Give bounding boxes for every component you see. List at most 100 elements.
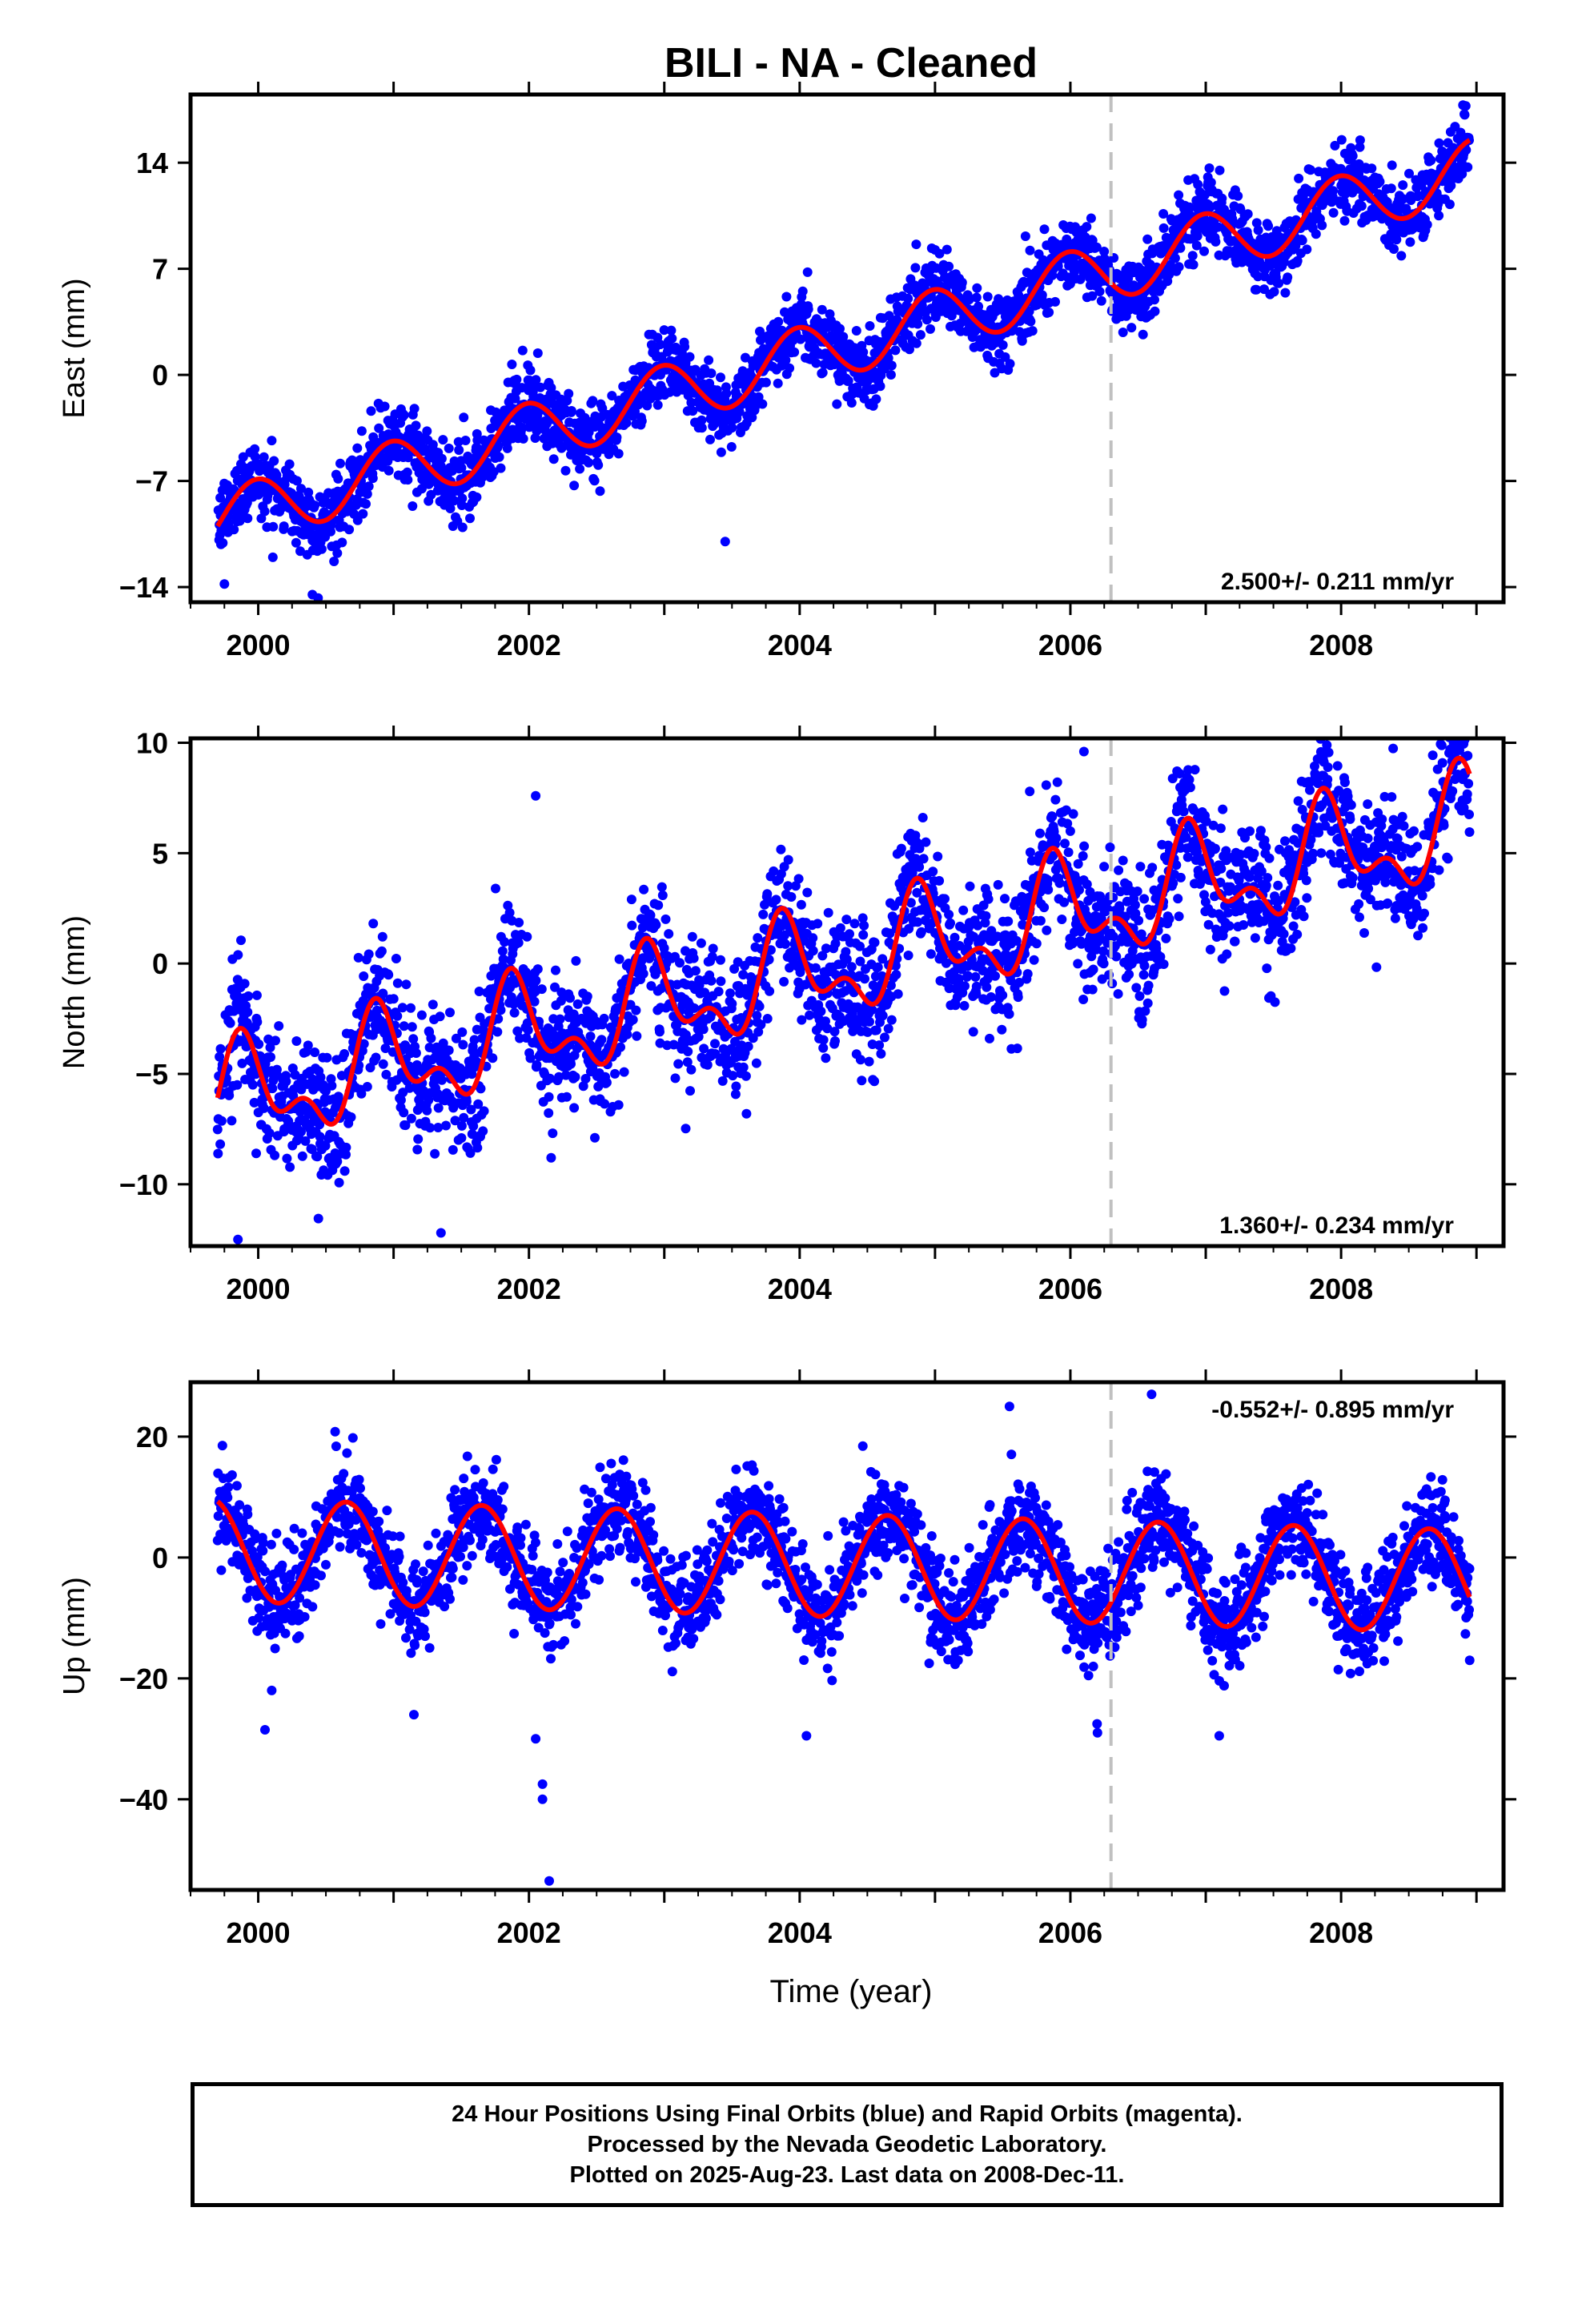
data-point [215,493,226,503]
data-point [661,914,671,924]
data-point [1138,329,1148,340]
data-point [251,990,262,1000]
data-point [779,976,789,987]
data-point [993,879,1003,890]
data-point [507,360,517,369]
data-point [265,1043,275,1052]
data-point [1444,199,1455,210]
data-point [680,342,690,352]
data-point [457,522,468,533]
data-point [1022,969,1033,979]
data-point [928,866,938,877]
data-point [243,991,254,1001]
data-point [1174,911,1184,922]
data-point [810,963,821,973]
data-point [1398,194,1408,204]
data-point [332,548,343,558]
data-point [832,399,842,409]
data-point [500,937,510,947]
data-point [965,881,975,891]
data-point [352,515,363,525]
data-point [970,971,981,982]
data-point [564,388,574,399]
data-point [1142,998,1153,1008]
data-point [622,1029,632,1039]
data-point [636,416,647,426]
data-point [548,454,559,464]
data-point [1091,242,1102,252]
data-point [400,1120,411,1131]
data-point [1204,163,1215,173]
data-point [368,919,379,929]
data-point [316,544,327,554]
data-point [517,423,528,432]
data-point [741,1108,752,1119]
data-point [1118,328,1128,337]
data-point [1328,186,1339,196]
data-point [376,946,387,956]
data-point [584,457,594,468]
data-point [706,975,717,986]
data-point [1460,110,1470,120]
data-point [760,899,769,910]
data-point [232,1080,243,1090]
data-point [359,971,369,981]
data-point [1391,235,1402,245]
data-point [707,951,717,962]
data-point [1047,811,1058,822]
data-point [358,509,368,519]
data-point [869,937,880,947]
data-point [1434,211,1444,221]
data-points [212,738,1475,1244]
data-point [392,1011,403,1021]
data-point [950,932,960,943]
data-point [773,378,783,388]
data-point [628,1015,638,1025]
data-point [1031,939,1042,949]
data-point [697,423,707,433]
data-point [291,476,302,486]
data-point [339,1049,350,1059]
data-point [488,1053,498,1063]
data-point [1118,855,1128,866]
data-point [1020,231,1030,241]
data-point [531,975,541,986]
data-point [981,911,991,921]
data-point [1035,915,1046,926]
data-point [783,881,793,891]
data-point [327,1080,337,1091]
data-point [1158,209,1169,219]
data-point [1396,251,1407,261]
data-point [479,1106,489,1116]
data-point [1087,984,1098,995]
data-point [1065,826,1075,836]
data-point [886,1015,897,1025]
data-point [496,1005,506,1015]
data-point [754,1001,765,1011]
data-point [580,412,590,423]
data-point [845,929,854,939]
data-point [869,1076,880,1087]
data-point [808,946,818,956]
data-point [838,332,849,342]
data-point [397,1003,408,1013]
data-point [944,261,954,271]
data-point [422,1105,432,1116]
data-point [638,968,648,979]
data-point [765,986,775,996]
data-point [525,365,536,376]
data-point [762,1014,773,1023]
data-point [556,443,567,453]
data-point [1339,215,1350,226]
data-point [926,324,935,334]
data-point [1150,306,1160,316]
data-point [450,1116,460,1126]
data-point [859,920,869,931]
data-point [267,552,278,562]
data-point [1158,223,1169,233]
data-point [613,448,624,459]
data-point [687,931,697,942]
data-point [1005,359,1015,369]
